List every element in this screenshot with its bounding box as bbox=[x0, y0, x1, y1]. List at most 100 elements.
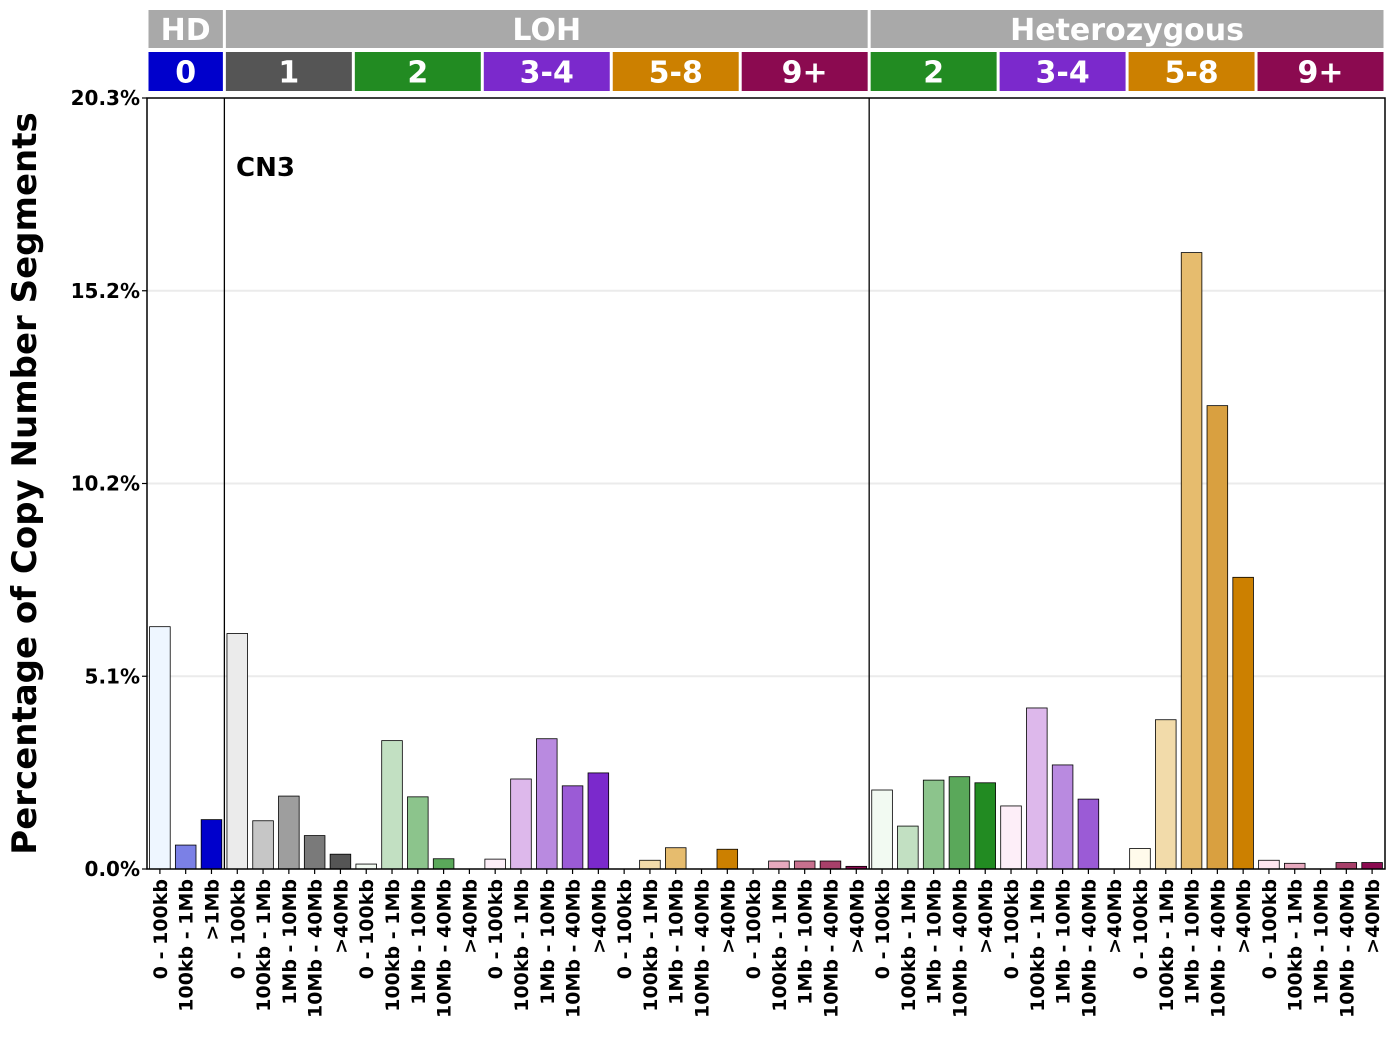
x-tick-label: 1Mb - 10Mb bbox=[666, 879, 688, 1005]
x-tick-label: 10Mb - 40Mb bbox=[692, 879, 714, 1018]
bar bbox=[510, 778, 532, 870]
bar bbox=[149, 626, 171, 870]
bar bbox=[1129, 848, 1151, 870]
header-strips: HD LOH Heterozygous 0 1 2 3-4 5-8 9+ 2 3-4 5-8 9+ bbox=[148, 10, 1384, 91]
cn_group-strip bbox=[999, 52, 1126, 91]
cn-annotation: CN3 bbox=[236, 153, 295, 183]
x-tick-label: 10Mb - 40Mb bbox=[1078, 879, 1100, 1018]
x-tick-label: >40Mb bbox=[1104, 879, 1126, 954]
bar bbox=[1206, 405, 1229, 870]
x-axis-ticks: 0 - 100kb 100kb - 1Mb >1Mb 0 - 100kb 100kb -… bbox=[150, 869, 1384, 1018]
bar bbox=[1051, 764, 1074, 870]
cn_group-strip bbox=[354, 52, 481, 91]
x-tick-label: 100kb - 1Mb bbox=[1285, 879, 1307, 1012]
cn_group-label: 1 bbox=[278, 55, 299, 90]
x-tick-label: 100kb - 1Mb bbox=[382, 879, 404, 1012]
x-tick-label: 0 - 100kb bbox=[872, 879, 894, 979]
cn_group-strip bbox=[483, 52, 610, 91]
top_group-label: Heterozygous bbox=[1010, 13, 1244, 48]
y-tick-label: 5.1% bbox=[85, 664, 140, 688]
x-tick-label: 10Mb - 40Mb bbox=[820, 879, 842, 1018]
x-tick-label: 1Mb - 10Mb bbox=[1311, 879, 1333, 1005]
cn_group-strip bbox=[148, 52, 223, 91]
bar bbox=[1155, 719, 1177, 870]
section-dividers bbox=[223, 98, 870, 869]
cn_group-label: 0 bbox=[175, 55, 196, 90]
bar bbox=[819, 860, 842, 870]
bar bbox=[793, 860, 816, 870]
x-tick-label: 0 - 100kb bbox=[1001, 879, 1023, 979]
y-axis-ticks: 0.0% 5.1% 10.2% 15.2% 20.3% bbox=[71, 86, 147, 881]
cn_group-label: 5-8 bbox=[1164, 55, 1218, 90]
cn_group-label: 3-4 bbox=[1036, 55, 1090, 90]
bar bbox=[1026, 707, 1048, 870]
top_group-label: HD bbox=[161, 13, 211, 48]
cn_group-label: 9+ bbox=[1298, 55, 1344, 90]
cn_group-label: 5-8 bbox=[649, 55, 703, 90]
bar bbox=[1180, 252, 1203, 870]
x-tick-label: 1Mb - 10Mb bbox=[537, 879, 559, 1005]
bar bbox=[536, 738, 558, 870]
x-tick-label: 10Mb - 40Mb bbox=[1336, 879, 1358, 1018]
bar bbox=[252, 820, 274, 870]
x-tick-label: >40Mb bbox=[1233, 879, 1255, 954]
y-axis-title: Percentage of Copy Number Segments bbox=[5, 112, 45, 854]
x-tick-label: >1Mb bbox=[201, 879, 223, 941]
bar bbox=[1284, 862, 1306, 870]
cn_group-strip bbox=[870, 52, 997, 91]
cn_group-label: 2 bbox=[407, 55, 428, 90]
x-tick-label: 0 - 100kb bbox=[485, 879, 507, 979]
bar bbox=[561, 785, 584, 870]
top_group-strip bbox=[148, 10, 223, 48]
x-tick-label: 100kb - 1Mb bbox=[640, 879, 662, 1012]
x-tick-label: >40Mb bbox=[717, 879, 739, 954]
bar bbox=[716, 848, 739, 870]
cn_group-label: 2 bbox=[923, 55, 944, 90]
cn_group-label: 9+ bbox=[782, 55, 828, 90]
bar bbox=[329, 853, 352, 870]
bar bbox=[897, 825, 919, 870]
gridlines bbox=[147, 289, 1385, 678]
bars bbox=[149, 252, 1383, 870]
x-tick-label: >40Mb bbox=[975, 879, 997, 954]
cn_group-strip bbox=[1257, 52, 1384, 91]
bar bbox=[1077, 798, 1100, 870]
x-tick-label: 100kb - 1Mb bbox=[769, 879, 791, 1012]
x-tick-label: 1Mb - 10Mb bbox=[408, 879, 430, 1005]
x-tick-label: 10Mb - 40Mb bbox=[305, 879, 327, 1018]
bar bbox=[974, 782, 996, 870]
bar bbox=[407, 796, 429, 870]
x-tick-label: >40Mb bbox=[846, 879, 868, 954]
bar bbox=[200, 819, 223, 870]
bar bbox=[922, 779, 945, 870]
cn_group-strip bbox=[225, 52, 352, 91]
bar bbox=[484, 858, 506, 870]
x-tick-label: 100kb - 1Mb bbox=[176, 879, 198, 1012]
x-tick-label: 10Mb - 40Mb bbox=[949, 879, 971, 1018]
x-tick-label: 100kb - 1Mb bbox=[1027, 879, 1049, 1012]
top_group-strip bbox=[225, 10, 868, 48]
x-tick-label: 1Mb - 10Mb bbox=[795, 879, 817, 1005]
x-tick-label: 10Mb - 40Mb bbox=[1207, 879, 1229, 1018]
x-tick-label: 1Mb - 10Mb bbox=[1053, 879, 1075, 1005]
bar bbox=[948, 776, 971, 870]
bar bbox=[768, 860, 790, 870]
bar bbox=[303, 835, 326, 870]
x-tick-label: 100kb - 1Mb bbox=[1156, 879, 1178, 1012]
cn_group-label: 3-4 bbox=[520, 55, 574, 90]
top_group-strip bbox=[870, 10, 1384, 48]
x-tick-label: 100kb - 1Mb bbox=[253, 879, 275, 1012]
bar bbox=[432, 858, 455, 870]
y-tick-label: 20.3% bbox=[71, 86, 140, 110]
x-tick-label: 100kb - 1Mb bbox=[511, 879, 533, 1012]
y-tick-label: 0.0% bbox=[85, 857, 140, 881]
x-tick-label: 0 - 100kb bbox=[614, 879, 636, 979]
bar bbox=[1232, 576, 1254, 870]
bar bbox=[639, 859, 661, 870]
x-tick-label: 10Mb - 40Mb bbox=[563, 879, 585, 1018]
x-tick-label: 0 - 100kb bbox=[227, 879, 249, 979]
bar bbox=[174, 844, 197, 870]
bar bbox=[381, 740, 403, 870]
x-tick-label: 1Mb - 10Mb bbox=[924, 879, 946, 1005]
